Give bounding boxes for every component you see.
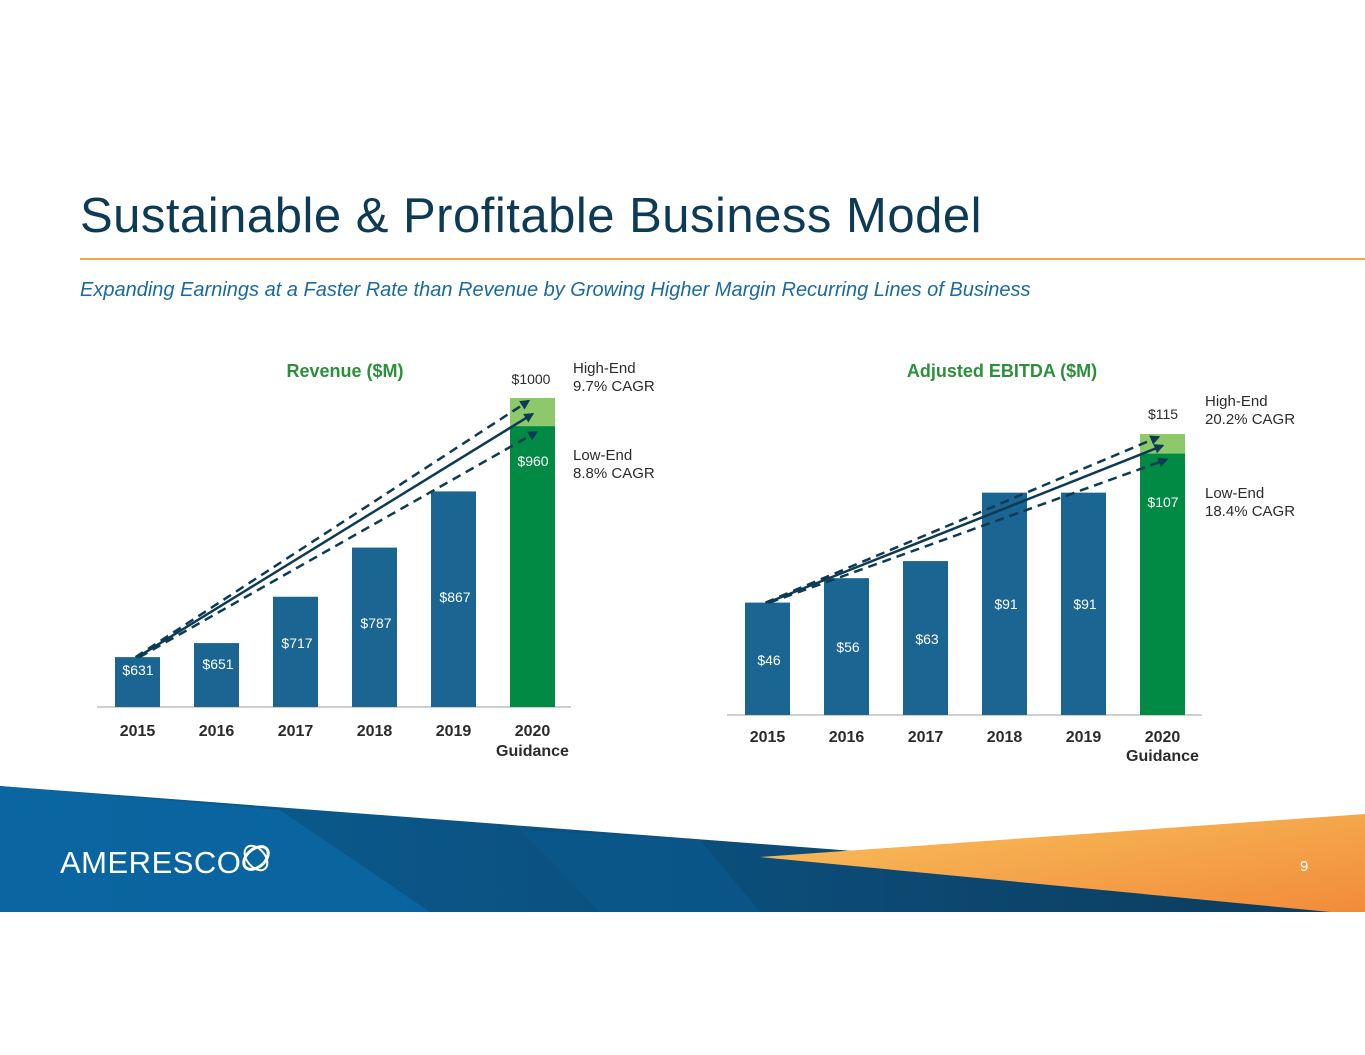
revenue-chart: Revenue ($M) $631 2015 $651 2016 $717 2017 $787… (97, 360, 655, 760)
high-end-trend-line (134, 399, 531, 659)
x-tick-label: 2020 (1145, 729, 1181, 746)
bar-guidance-high-segment (510, 398, 555, 427)
bar-value-label: $867 (439, 589, 470, 605)
low-end-annotation-label: Low-End (1205, 485, 1264, 502)
guidance-high-value-label: $1000 (512, 371, 551, 387)
x-tick-label: 2016 (829, 729, 865, 746)
x-tick-label: 2015 (750, 729, 786, 746)
bar-2017 (903, 561, 948, 715)
bar-2020 (510, 426, 555, 707)
bar-2015 (115, 657, 160, 707)
low-end-cagr-label: 8.8% CAGR (573, 465, 655, 482)
x-tick-label: 2015 (120, 723, 156, 740)
high-end-cagr-label: 9.7% CAGR (573, 378, 655, 395)
bar-2018 (352, 547, 397, 707)
high-end-annotation-label: High-End (1205, 393, 1268, 410)
low-end-cagr-label: 18.4% CAGR (1205, 503, 1295, 520)
bar-value-label: $63 (915, 631, 939, 647)
guidance-high-value-label: $115 (1148, 406, 1178, 422)
low-end-annotation-label: Low-End (573, 447, 632, 464)
x-tick-label: 2018 (357, 723, 393, 740)
x-tick-label: 2019 (1066, 729, 1102, 746)
x-tick-label: 2018 (987, 729, 1023, 746)
ameresco-logo: AMERESCO (60, 845, 242, 880)
midpoint-trend-line (767, 444, 1165, 604)
x-tick-label-guidance: Guidance (1126, 748, 1199, 765)
footer-banner (0, 786, 1365, 912)
low-end-trend-line (138, 431, 539, 659)
bar-value-label: $56 (836, 639, 860, 655)
bar-2016 (824, 578, 869, 715)
high-end-trend-line (765, 435, 1161, 604)
bar-2017 (273, 596, 318, 707)
bar-value-label: $960 (517, 453, 548, 469)
globe-logo-icon (242, 844, 270, 872)
bar-value-label: $717 (281, 635, 312, 651)
low-end-trend-line (769, 457, 1169, 604)
x-tick-label-guidance: Guidance (496, 743, 569, 760)
bar-value-label: $651 (202, 656, 233, 672)
chart-title: Revenue ($M) (286, 361, 403, 381)
x-tick-label: 2019 (436, 723, 472, 740)
title-divider (80, 258, 1365, 260)
bar-value-label: $787 (360, 615, 391, 631)
x-tick-label: 2016 (199, 723, 235, 740)
bar-value-label: $46 (757, 652, 781, 668)
bar-guidance-high-segment (1140, 434, 1185, 454)
bar-2016 (194, 643, 239, 707)
high-end-cagr-label: 20.2% CAGR (1205, 411, 1295, 428)
bar-2019 (1061, 492, 1106, 715)
charts-canvas: Revenue ($M) $631 2015 $651 2016 $717 2017 $787… (97, 360, 1295, 765)
x-tick-label: 2017 (278, 723, 314, 740)
bar-value-label: $91 (1073, 596, 1097, 612)
chart-title: Adjusted EBITDA ($M) (907, 361, 1097, 381)
slide-subtitle: Expanding Earnings at a Faster Rate than… (80, 279, 1031, 301)
x-tick-label: 2017 (908, 729, 944, 746)
midpoint-trend-line (136, 412, 535, 659)
bar-2019 (431, 491, 476, 707)
page-number: 9 (1300, 858, 1309, 875)
x-tick-label: 2020 (515, 723, 551, 740)
bar-2015 (745, 602, 790, 715)
bar-value-label: $631 (122, 662, 153, 678)
bar-2020 (1140, 453, 1185, 715)
bar-value-label: $91 (994, 596, 1018, 612)
ebitda-chart: Adjusted EBITDA ($M) $46 2015 $56 2016 $63 201… (727, 361, 1295, 765)
bar-value-label: $107 (1147, 494, 1178, 510)
high-end-annotation-label: High-End (573, 360, 636, 377)
slide-title: Sustainable & Profitable Business Model (80, 189, 983, 243)
bar-2018 (982, 492, 1027, 715)
